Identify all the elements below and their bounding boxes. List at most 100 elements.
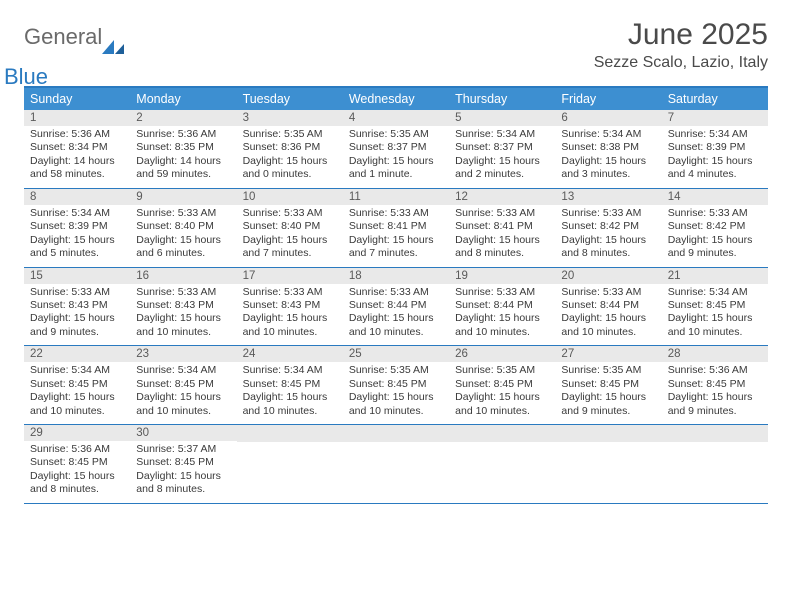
day-cell: 1Sunrise: 5:36 AMSunset: 8:34 PMDaylight… xyxy=(24,110,130,188)
day-number: 29 xyxy=(24,425,130,441)
day-info: Sunrise: 5:35 AMSunset: 8:45 PMDaylight:… xyxy=(555,362,661,424)
day-info: Sunrise: 5:33 AMSunset: 8:41 PMDaylight:… xyxy=(449,205,555,267)
day-number: 19 xyxy=(449,268,555,284)
day-number xyxy=(662,425,768,442)
day-number: 6 xyxy=(555,110,661,126)
day-number: 28 xyxy=(662,346,768,362)
day-info: Sunrise: 5:36 AMSunset: 8:45 PMDaylight:… xyxy=(662,362,768,424)
day-cell: 16Sunrise: 5:33 AMSunset: 8:43 PMDayligh… xyxy=(130,268,236,346)
day-info: Sunrise: 5:35 AMSunset: 8:45 PMDaylight:… xyxy=(449,362,555,424)
day-number: 5 xyxy=(449,110,555,126)
day-cell: 22Sunrise: 5:34 AMSunset: 8:45 PMDayligh… xyxy=(24,346,130,424)
day-cell: 15Sunrise: 5:33 AMSunset: 8:43 PMDayligh… xyxy=(24,268,130,346)
day-number: 3 xyxy=(237,110,343,126)
week-row: 29Sunrise: 5:36 AMSunset: 8:45 PMDayligh… xyxy=(24,425,768,504)
day-number: 10 xyxy=(237,189,343,205)
day-cell: 21Sunrise: 5:34 AMSunset: 8:45 PMDayligh… xyxy=(662,268,768,346)
day-cell: 28Sunrise: 5:36 AMSunset: 8:45 PMDayligh… xyxy=(662,346,768,424)
empty-cell xyxy=(237,425,343,503)
month-title: June 2025 xyxy=(594,18,768,52)
empty-cell xyxy=(343,425,449,503)
day-number: 25 xyxy=(343,346,449,362)
logo: General Blue xyxy=(24,18,126,76)
day-number xyxy=(449,425,555,442)
empty-cell xyxy=(555,425,661,503)
day-info: Sunrise: 5:34 AMSunset: 8:39 PMDaylight:… xyxy=(662,126,768,188)
day-info: Sunrise: 5:33 AMSunset: 8:42 PMDaylight:… xyxy=(555,205,661,267)
title-block: June 2025 Sezze Scalo, Lazio, Italy xyxy=(594,18,768,72)
day-info: Sunrise: 5:35 AMSunset: 8:45 PMDaylight:… xyxy=(343,362,449,424)
weekday-header: Thursday xyxy=(449,88,555,110)
day-number: 1 xyxy=(24,110,130,126)
day-info: Sunrise: 5:37 AMSunset: 8:45 PMDaylight:… xyxy=(130,441,236,503)
day-cell: 14Sunrise: 5:33 AMSunset: 8:42 PMDayligh… xyxy=(662,189,768,267)
day-number: 18 xyxy=(343,268,449,284)
day-cell: 7Sunrise: 5:34 AMSunset: 8:39 PMDaylight… xyxy=(662,110,768,188)
day-info: Sunrise: 5:34 AMSunset: 8:38 PMDaylight:… xyxy=(555,126,661,188)
weekday-header: Monday xyxy=(130,88,236,110)
empty-cell xyxy=(662,425,768,503)
day-info: Sunrise: 5:36 AMSunset: 8:45 PMDaylight:… xyxy=(24,441,130,503)
day-info: Sunrise: 5:33 AMSunset: 8:40 PMDaylight:… xyxy=(237,205,343,267)
day-number: 14 xyxy=(662,189,768,205)
day-number: 23 xyxy=(130,346,236,362)
day-info: Sunrise: 5:34 AMSunset: 8:45 PMDaylight:… xyxy=(130,362,236,424)
day-number: 20 xyxy=(555,268,661,284)
day-info: Sunrise: 5:33 AMSunset: 8:40 PMDaylight:… xyxy=(130,205,236,267)
logo-text-wrap: General Blue xyxy=(24,24,102,76)
day-info xyxy=(343,442,449,490)
day-info: Sunrise: 5:33 AMSunset: 8:42 PMDaylight:… xyxy=(662,205,768,267)
day-number: 22 xyxy=(24,346,130,362)
day-number: 12 xyxy=(449,189,555,205)
day-number: 27 xyxy=(555,346,661,362)
day-number: 8 xyxy=(24,189,130,205)
day-cell: 9Sunrise: 5:33 AMSunset: 8:40 PMDaylight… xyxy=(130,189,236,267)
day-cell: 25Sunrise: 5:35 AMSunset: 8:45 PMDayligh… xyxy=(343,346,449,424)
week-row: 1Sunrise: 5:36 AMSunset: 8:34 PMDaylight… xyxy=(24,110,768,189)
day-number: 21 xyxy=(662,268,768,284)
day-cell: 26Sunrise: 5:35 AMSunset: 8:45 PMDayligh… xyxy=(449,346,555,424)
day-info: Sunrise: 5:34 AMSunset: 8:45 PMDaylight:… xyxy=(237,362,343,424)
day-info xyxy=(555,442,661,490)
day-cell: 3Sunrise: 5:35 AMSunset: 8:36 PMDaylight… xyxy=(237,110,343,188)
day-cell: 12Sunrise: 5:33 AMSunset: 8:41 PMDayligh… xyxy=(449,189,555,267)
day-cell: 13Sunrise: 5:33 AMSunset: 8:42 PMDayligh… xyxy=(555,189,661,267)
day-number: 13 xyxy=(555,189,661,205)
day-cell: 18Sunrise: 5:33 AMSunset: 8:44 PMDayligh… xyxy=(343,268,449,346)
day-info xyxy=(449,442,555,490)
week-row: 15Sunrise: 5:33 AMSunset: 8:43 PMDayligh… xyxy=(24,268,768,347)
weekday-header-row: SundayMondayTuesdayWednesdayThursdayFrid… xyxy=(24,88,768,110)
day-cell: 29Sunrise: 5:36 AMSunset: 8:45 PMDayligh… xyxy=(24,425,130,503)
day-info: Sunrise: 5:33 AMSunset: 8:43 PMDaylight:… xyxy=(237,284,343,346)
day-info: Sunrise: 5:33 AMSunset: 8:44 PMDaylight:… xyxy=(555,284,661,346)
day-cell: 10Sunrise: 5:33 AMSunset: 8:40 PMDayligh… xyxy=(237,189,343,267)
day-cell: 2Sunrise: 5:36 AMSunset: 8:35 PMDaylight… xyxy=(130,110,236,188)
day-info: Sunrise: 5:34 AMSunset: 8:39 PMDaylight:… xyxy=(24,205,130,267)
week-row: 8Sunrise: 5:34 AMSunset: 8:39 PMDaylight… xyxy=(24,189,768,268)
day-number: 26 xyxy=(449,346,555,362)
day-number: 7 xyxy=(662,110,768,126)
day-number xyxy=(343,425,449,442)
logo-word-blue: Blue xyxy=(4,64,48,89)
day-cell: 6Sunrise: 5:34 AMSunset: 8:38 PMDaylight… xyxy=(555,110,661,188)
day-number: 15 xyxy=(24,268,130,284)
day-info: Sunrise: 5:36 AMSunset: 8:34 PMDaylight:… xyxy=(24,126,130,188)
day-info xyxy=(662,442,768,490)
day-info: Sunrise: 5:34 AMSunset: 8:45 PMDaylight:… xyxy=(24,362,130,424)
day-number: 30 xyxy=(130,425,236,441)
weekday-header: Sunday xyxy=(24,88,130,110)
day-number: 16 xyxy=(130,268,236,284)
day-number: 11 xyxy=(343,189,449,205)
day-info: Sunrise: 5:33 AMSunset: 8:43 PMDaylight:… xyxy=(24,284,130,346)
day-cell: 17Sunrise: 5:33 AMSunset: 8:43 PMDayligh… xyxy=(237,268,343,346)
day-info: Sunrise: 5:35 AMSunset: 8:37 PMDaylight:… xyxy=(343,126,449,188)
day-cell: 27Sunrise: 5:35 AMSunset: 8:45 PMDayligh… xyxy=(555,346,661,424)
day-cell: 11Sunrise: 5:33 AMSunset: 8:41 PMDayligh… xyxy=(343,189,449,267)
weekday-header: Wednesday xyxy=(343,88,449,110)
day-info: Sunrise: 5:33 AMSunset: 8:44 PMDaylight:… xyxy=(449,284,555,346)
day-number: 4 xyxy=(343,110,449,126)
day-cell: 20Sunrise: 5:33 AMSunset: 8:44 PMDayligh… xyxy=(555,268,661,346)
day-cell: 4Sunrise: 5:35 AMSunset: 8:37 PMDaylight… xyxy=(343,110,449,188)
week-row: 22Sunrise: 5:34 AMSunset: 8:45 PMDayligh… xyxy=(24,346,768,425)
day-cell: 30Sunrise: 5:37 AMSunset: 8:45 PMDayligh… xyxy=(130,425,236,503)
